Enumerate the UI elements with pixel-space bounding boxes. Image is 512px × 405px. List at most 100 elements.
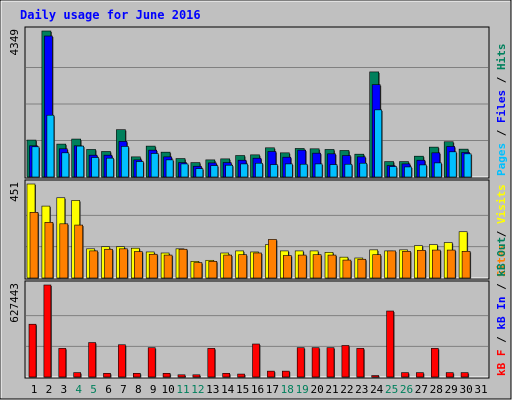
legend-label-part: Files	[495, 90, 508, 123]
bar-pages	[31, 146, 40, 178]
bar-kb-f	[267, 370, 276, 378]
day-bars-10	[160, 252, 174, 279]
x-tick-label: 3	[60, 383, 67, 396]
bar-kb-f	[386, 310, 395, 378]
bar-kb-f	[296, 347, 306, 378]
bar-sites-fill	[89, 250, 98, 279]
day-bars-10	[162, 373, 172, 378]
bar-sites-fill	[357, 258, 367, 279]
bar-kb-f	[445, 372, 455, 378]
bar-pages	[448, 151, 458, 178]
bar-kb-f	[460, 372, 470, 378]
bar-sites-fill	[372, 254, 382, 279]
bar-pages-fill	[389, 166, 397, 178]
bar-pages-fill	[150, 153, 159, 178]
x-tick-label: 1	[31, 383, 38, 396]
x-tick-label: 8	[135, 383, 142, 396]
x-axis-day-labels: 1 2 3 4 5 6 7 8 9 10 11 12 13 14 15 16 17 18 19 20 21 22 23 24 2…	[31, 383, 488, 396]
day-bars-8	[131, 247, 144, 279]
bar-kb-f-fill	[207, 348, 216, 378]
bar-kb-f	[103, 373, 112, 378]
bar-kb-f-fill	[58, 348, 67, 378]
day-bars-19	[294, 250, 308, 279]
bar-pages-fill	[255, 162, 263, 178]
bar-pages-fill	[91, 157, 99, 178]
bar-pages	[359, 162, 368, 178]
bar-sites	[163, 254, 174, 279]
bar-pages-fill	[463, 153, 472, 178]
bar-kb-f-fill	[147, 347, 156, 378]
bar-kb-f	[88, 342, 97, 378]
day-bars-11	[177, 374, 186, 378]
day-bars-11	[175, 248, 188, 279]
bar-kb-f-fill	[356, 348, 365, 378]
day-bars-12	[190, 261, 203, 279]
day-bars-30	[458, 231, 472, 279]
day-bars-15	[235, 250, 248, 279]
bar-kb-f-fill	[341, 345, 350, 378]
x-tick-label: 31	[474, 383, 487, 396]
x-tick-label: 4	[75, 383, 82, 396]
bar-sites	[402, 251, 412, 279]
day-bars-10	[160, 151, 175, 178]
day-bars-14	[222, 373, 231, 378]
bar-kb-f-fill	[252, 343, 260, 378]
x-tick-label: 2	[46, 383, 53, 396]
bar-sites-fill	[29, 212, 39, 279]
day-bars-1	[26, 139, 40, 178]
bar-sites	[297, 254, 308, 279]
bar-sites	[372, 254, 382, 279]
x-tick-label: 18	[281, 383, 294, 396]
day-bars-2	[43, 284, 52, 378]
x-tick-label: 10	[161, 383, 174, 396]
bar-pages	[76, 145, 85, 178]
bar-pages-fill	[121, 146, 129, 178]
day-bars-30	[458, 148, 473, 178]
x-tick-label: 17	[266, 383, 279, 396]
bar-kb-f-fill	[430, 348, 439, 378]
bar-kb-f	[207, 348, 216, 378]
bar-sites-fill	[312, 254, 322, 279]
day-bars-26	[399, 249, 412, 279]
bar-kb-f	[43, 284, 52, 378]
day-bars-12	[190, 162, 204, 178]
x-tick-label: 30	[459, 383, 472, 396]
bar-pages-fill	[284, 163, 293, 178]
bar-pages	[210, 165, 219, 178]
bar-sites-fill	[59, 223, 69, 279]
bar-kb-f-fill	[133, 373, 141, 378]
chart-title: Daily usage for June 2016	[20, 8, 201, 22]
day-bars-9	[147, 347, 157, 378]
bar-sites	[238, 254, 248, 279]
bar-kb-f	[162, 373, 172, 378]
day-bars-25	[384, 250, 397, 279]
bar-kb-f-fill	[445, 372, 454, 378]
bar-kb-f	[371, 375, 380, 378]
day-bars-15	[235, 155, 249, 178]
day-bars-7	[118, 344, 127, 378]
day-bars-8	[133, 373, 142, 378]
day-bars-23	[356, 348, 365, 378]
x-tick-label: 29	[445, 383, 458, 396]
bar-pages	[255, 162, 264, 178]
day-bars-28	[428, 244, 442, 279]
bar-kb-f	[28, 323, 37, 378]
bar-sites	[148, 253, 159, 279]
day-bars-4	[71, 138, 85, 178]
day-bars-7	[116, 129, 130, 178]
x-tick-label: 24	[370, 383, 384, 396]
bar-pages-fill	[314, 163, 323, 178]
day-bars-15	[237, 373, 246, 378]
day-bars-27	[414, 245, 427, 279]
bar-kb-f-fill	[162, 373, 171, 378]
bar-sites	[104, 248, 114, 279]
bar-pages	[404, 166, 413, 178]
legend-label-part: /	[495, 70, 508, 90]
legend-label-part: kB Out	[495, 237, 508, 277]
bar-sites-fill	[134, 251, 143, 279]
day-bars-22	[341, 345, 350, 378]
day-bars-25	[384, 161, 398, 178]
day-bars-26	[399, 161, 413, 178]
bar-kb-f-fill	[460, 372, 469, 378]
bar-kb-f-fill	[296, 347, 305, 378]
